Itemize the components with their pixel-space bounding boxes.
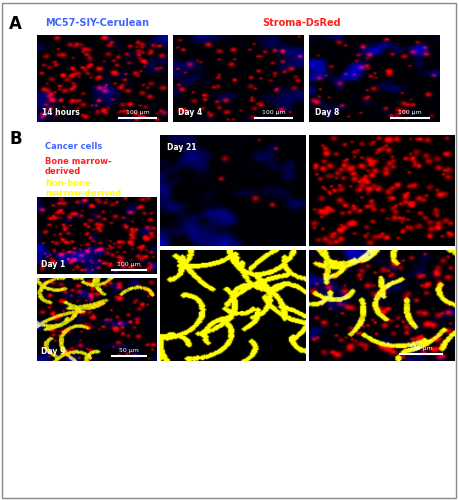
Text: Day 8: Day 8 (314, 108, 339, 118)
Text: Bone marrow-
derived: Bone marrow- derived (45, 157, 112, 176)
Text: Cancer cells: Cancer cells (45, 142, 102, 151)
Text: A: A (9, 15, 22, 33)
Text: 100 μm: 100 μm (398, 110, 422, 114)
Text: 50 μm: 50 μm (119, 348, 139, 353)
Text: MC57-SIY-Cerulean: MC57-SIY-Cerulean (45, 18, 149, 28)
Text: Stroma-DsRed: Stroma-DsRed (262, 18, 341, 28)
Text: Day 9: Day 9 (41, 346, 66, 356)
Text: Day 21: Day 21 (167, 143, 196, 152)
Text: 100 μm: 100 μm (262, 110, 285, 114)
Text: 100 μm: 100 μm (117, 262, 140, 267)
Text: 100 μm: 100 μm (126, 110, 149, 114)
Text: B: B (9, 130, 22, 148)
Text: Non-bone
marrow-derived: Non-bone marrow-derived (45, 178, 121, 198)
Text: Day 4: Day 4 (178, 108, 202, 118)
Text: 100 μm: 100 μm (409, 346, 433, 350)
Text: 14 hours: 14 hours (42, 108, 80, 118)
Text: Day 1: Day 1 (41, 260, 66, 270)
